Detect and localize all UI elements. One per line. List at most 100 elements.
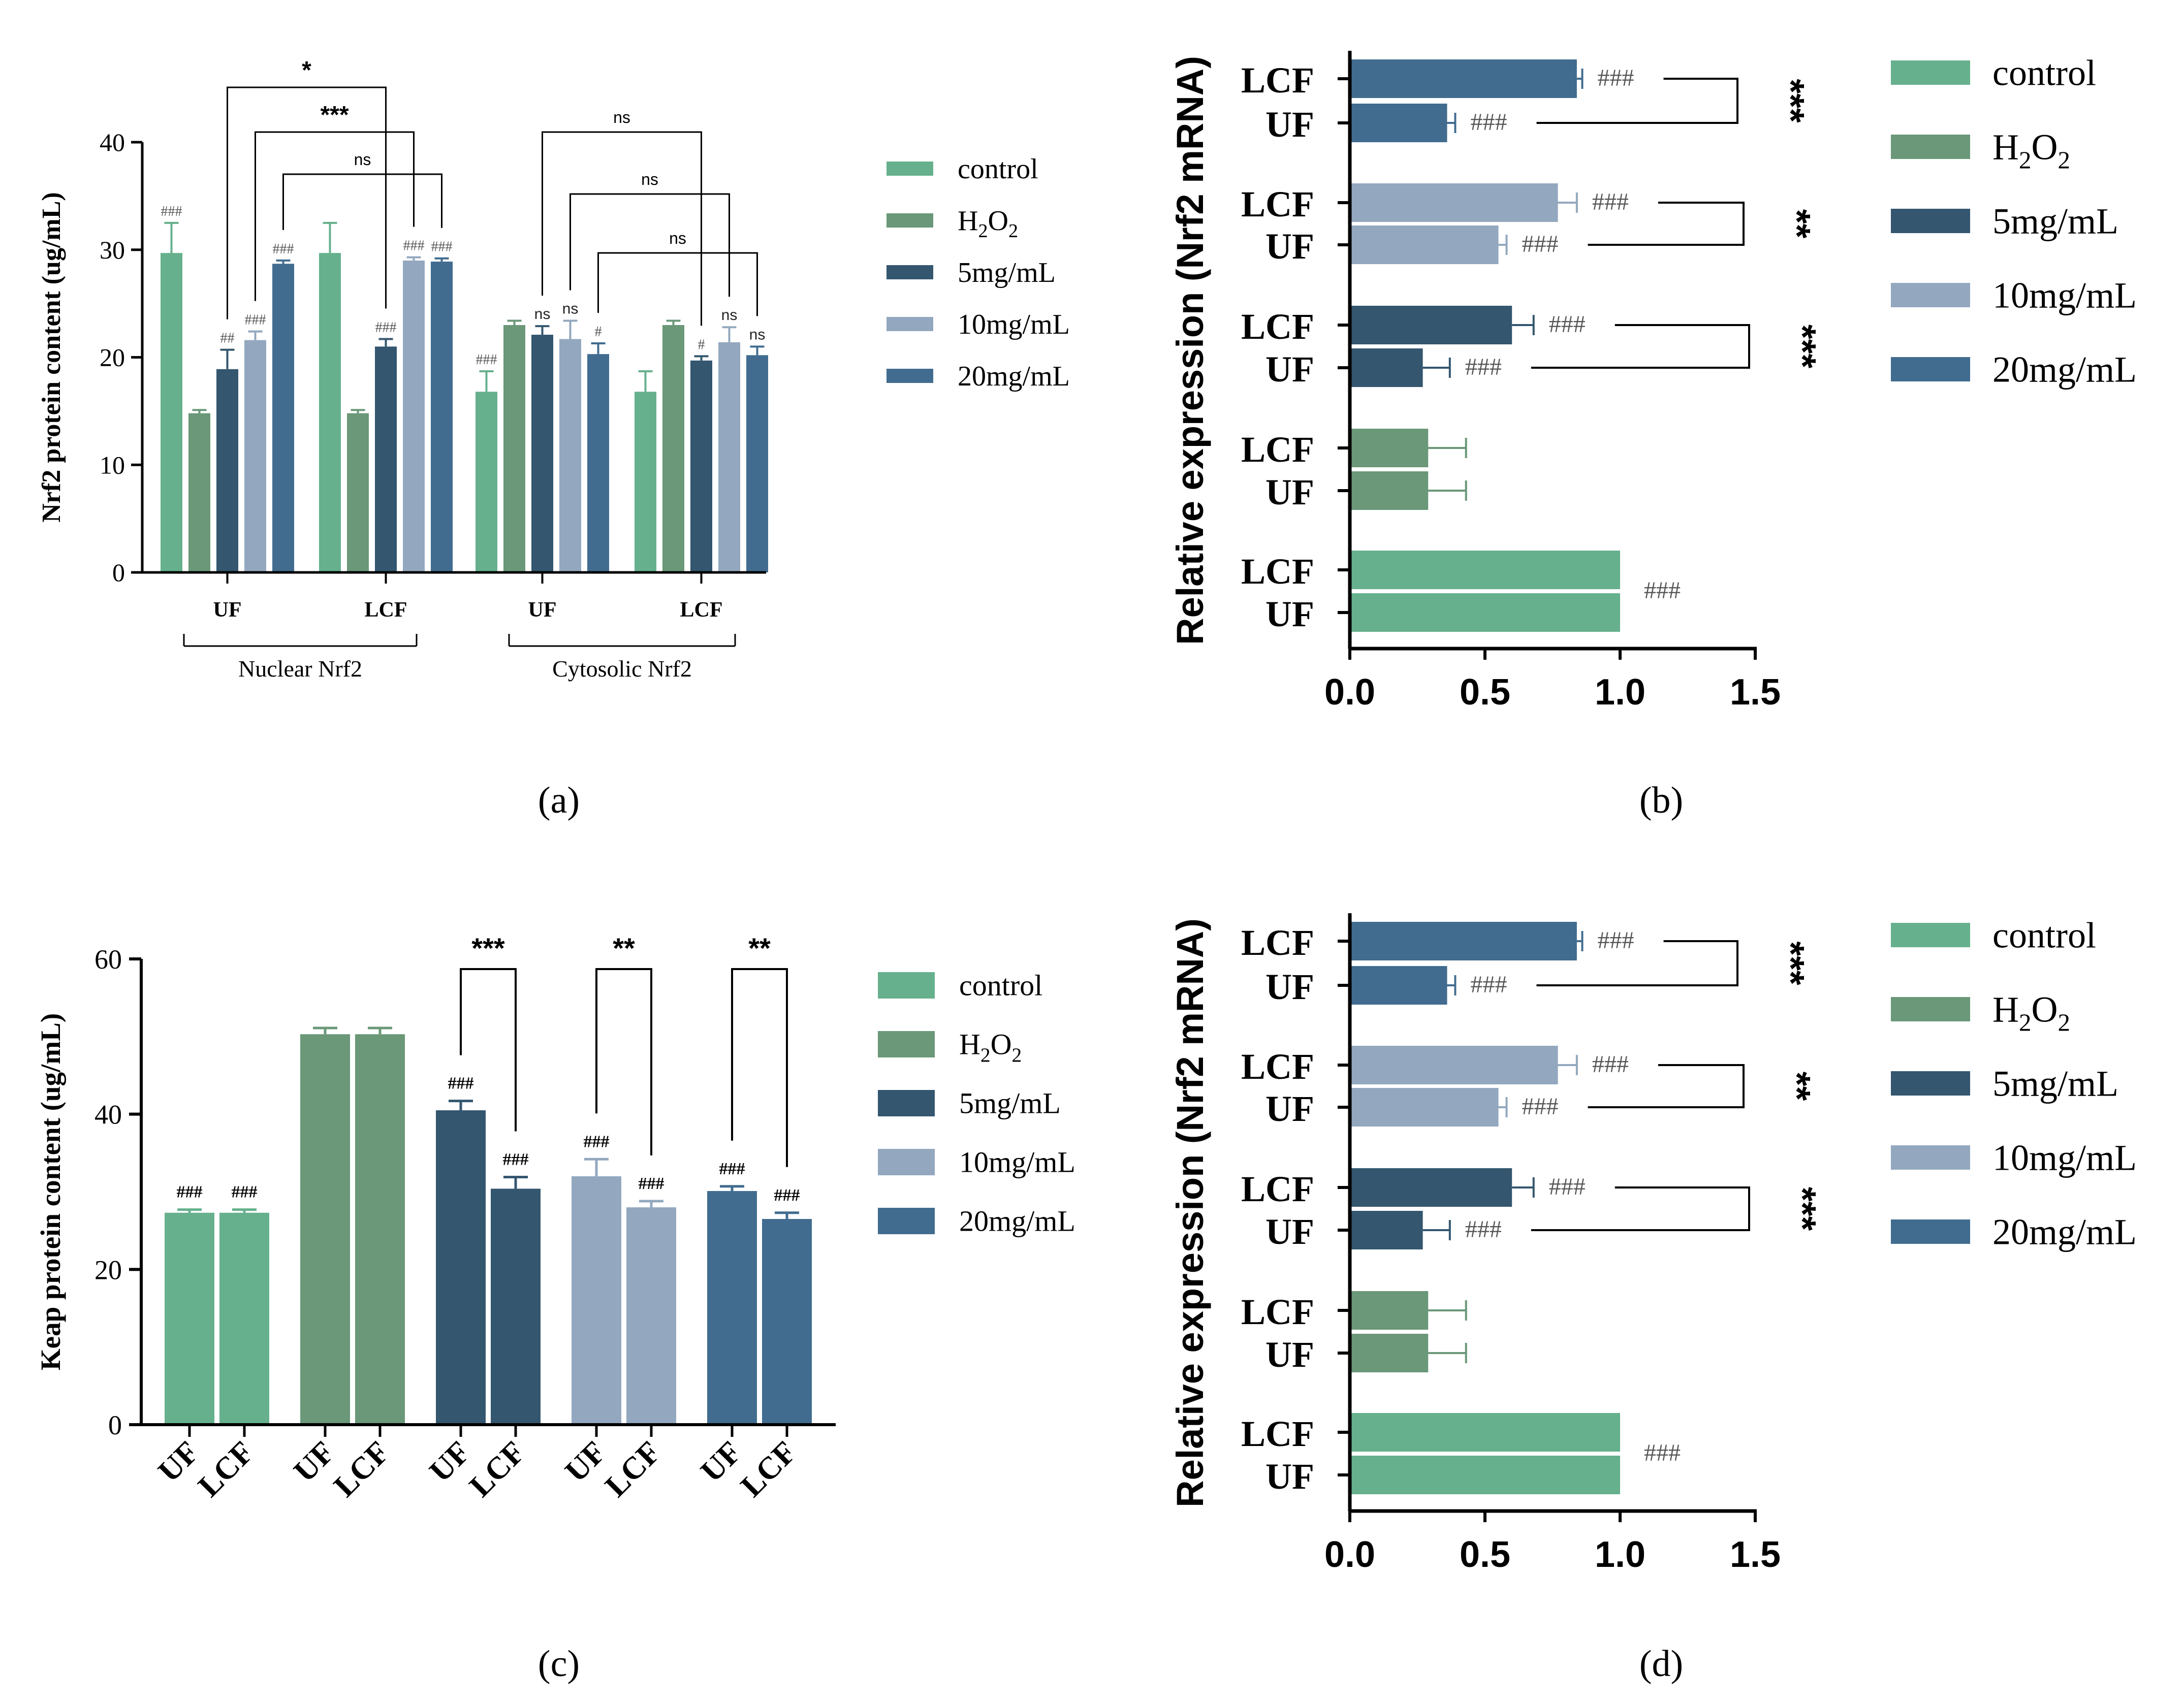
legend-swatch-10mgmL [887, 317, 933, 331]
legend-label-H2O2: H2O2 [958, 205, 1018, 242]
row-label: LCF [1241, 184, 1314, 224]
legend-swatch-20mgmL [887, 369, 933, 383]
significance-annotation: ### [1644, 1439, 1681, 1466]
legend-label-5mgmL: 5mg/mL [958, 257, 1056, 288]
y-axis-title: Nrf2 protein content (ug/mL) [37, 192, 66, 522]
hbar-control [1350, 1413, 1620, 1452]
legend-label-10mgmL: 10mg/mL [1992, 1137, 2137, 1178]
y-axis-title: Keap protein content (ug/mL) [35, 1013, 66, 1370]
comparison-bracket [1531, 324, 1750, 369]
y-tick-label: 60 [94, 944, 122, 975]
significance-annotation: ### [431, 239, 453, 255]
legend-swatch-H2O2 [887, 213, 933, 228]
x-tick-label: 0.0 [1324, 1534, 1375, 1575]
significance-annotation: ### [448, 1074, 474, 1093]
panel-label-a: (a) [538, 780, 580, 821]
legend-label-part: 2 [980, 1044, 991, 1066]
panel-label-d: (d) [1639, 1643, 1683, 1685]
row-label: UF [1265, 349, 1314, 390]
bar-control [635, 392, 656, 572]
legend-swatch-20mgmL [878, 1208, 935, 1234]
legend-label-part: O [991, 1028, 1012, 1061]
comparison-bracket [282, 173, 442, 230]
bar-H2O2 [503, 325, 525, 572]
bar-20mgmL [431, 262, 453, 572]
comparison-bracket [1588, 202, 1745, 246]
legend-swatch-10mgmL [1891, 283, 1970, 307]
legend-label-part: O [2031, 126, 2058, 167]
legend-label-control: control [959, 969, 1042, 1002]
bar-10mgmL [403, 260, 425, 572]
comparison-label: *** [1770, 941, 1812, 985]
y-tick-label: 20 [100, 343, 125, 372]
panel-label-c: (c) [538, 1643, 580, 1685]
comparison-bracket [731, 968, 788, 1167]
legend-label-H2O2: H2O2 [959, 1028, 1022, 1067]
comparison-bracket [1536, 78, 1738, 124]
bar-10mgmL [718, 342, 740, 572]
significance-annotation: ### [1644, 577, 1681, 604]
significance-annotation: ### [1598, 65, 1634, 91]
bar-10mgmL [626, 1207, 676, 1425]
bar-10mgmL [559, 339, 581, 572]
legend-label-control: control [1992, 52, 2096, 93]
significance-annotation: ### [1549, 1173, 1586, 1200]
significance-annotation: ### [273, 241, 294, 257]
significance-annotation: ns [721, 307, 738, 324]
legend-label-part: 2 [2019, 146, 2031, 174]
legend-label-part: H [1992, 989, 2019, 1030]
significance-annotation: # [595, 324, 602, 340]
bar-20mgmL [707, 1191, 757, 1425]
hbar-10mgmL [1350, 183, 1558, 222]
bar-10mgmL [244, 340, 266, 572]
bar-H2O2 [188, 413, 210, 572]
legend-swatch-H2O2 [878, 1031, 935, 1057]
legend-label-part: 2 [1008, 220, 1018, 242]
legend-swatch-control [887, 162, 933, 176]
hbar-10mgmL [1350, 226, 1499, 264]
panel-label-b: (b) [1639, 780, 1683, 821]
significance-annotation: ### [1470, 971, 1507, 998]
comparison-bracket [569, 193, 730, 297]
hbar-10mgmL [1350, 1088, 1499, 1127]
comparison-bracket [597, 252, 758, 316]
x-axis-title: Relative expression (Nrf2 mRNA) [1169, 918, 1211, 1507]
row-label: UF [1265, 1456, 1314, 1497]
legend-swatch-10mgmL [878, 1149, 935, 1175]
comparison-label: *** [1782, 1187, 1824, 1231]
significance-annotation: ### [503, 1150, 529, 1169]
row-label: UF [1265, 104, 1314, 145]
legend-label-10mgmL: 10mg/mL [958, 309, 1070, 340]
legend-swatch-10mgmL [1891, 1145, 1970, 1170]
legend-label-H2O2: H2O2 [1992, 126, 2070, 174]
legend-label-5mgmL: 5mg/mL [959, 1087, 1061, 1120]
x-tick-label: 0.5 [1460, 672, 1510, 713]
legend-swatch-5mgmL [1891, 1071, 1970, 1096]
bar-5mgmL [491, 1188, 541, 1425]
comparison-bracket [227, 86, 387, 319]
bar-H2O2 [662, 325, 684, 572]
significance-annotation: ### [476, 352, 497, 368]
hbar-5mgmL [1350, 306, 1512, 344]
legend-label-10mgmL: 10mg/mL [1992, 275, 2137, 315]
significance-annotation: ### [245, 312, 266, 328]
panel-b-chart: ###LCF###UF###LCF###UF###LCF###UFLCFUF##… [1169, 51, 2137, 713]
legend-swatch-H2O2 [1891, 135, 1970, 159]
row-label: UF [1265, 226, 1314, 267]
legend-swatch-control [1891, 923, 1970, 947]
significance-annotation: ### [161, 204, 182, 219]
legend-label-part: H [1992, 126, 2019, 167]
comparison-label: ns [613, 108, 630, 126]
comparison-label: ** [748, 932, 771, 964]
bar-5mgmL [531, 335, 553, 572]
legend-label-10mgmL: 10mg/mL [959, 1146, 1075, 1179]
significance-annotation: ### [639, 1174, 664, 1193]
significance-annotation: ### [774, 1186, 800, 1205]
hbar-5mgmL [1350, 1168, 1512, 1207]
hbar-control [1350, 1456, 1620, 1494]
legend-label-part: 2 [2019, 1008, 2031, 1036]
bar-10mgmL [572, 1176, 621, 1425]
comparison-label: ns [669, 229, 686, 247]
group-label: UF [213, 598, 242, 622]
comparison-label: ** [1776, 1072, 1818, 1101]
